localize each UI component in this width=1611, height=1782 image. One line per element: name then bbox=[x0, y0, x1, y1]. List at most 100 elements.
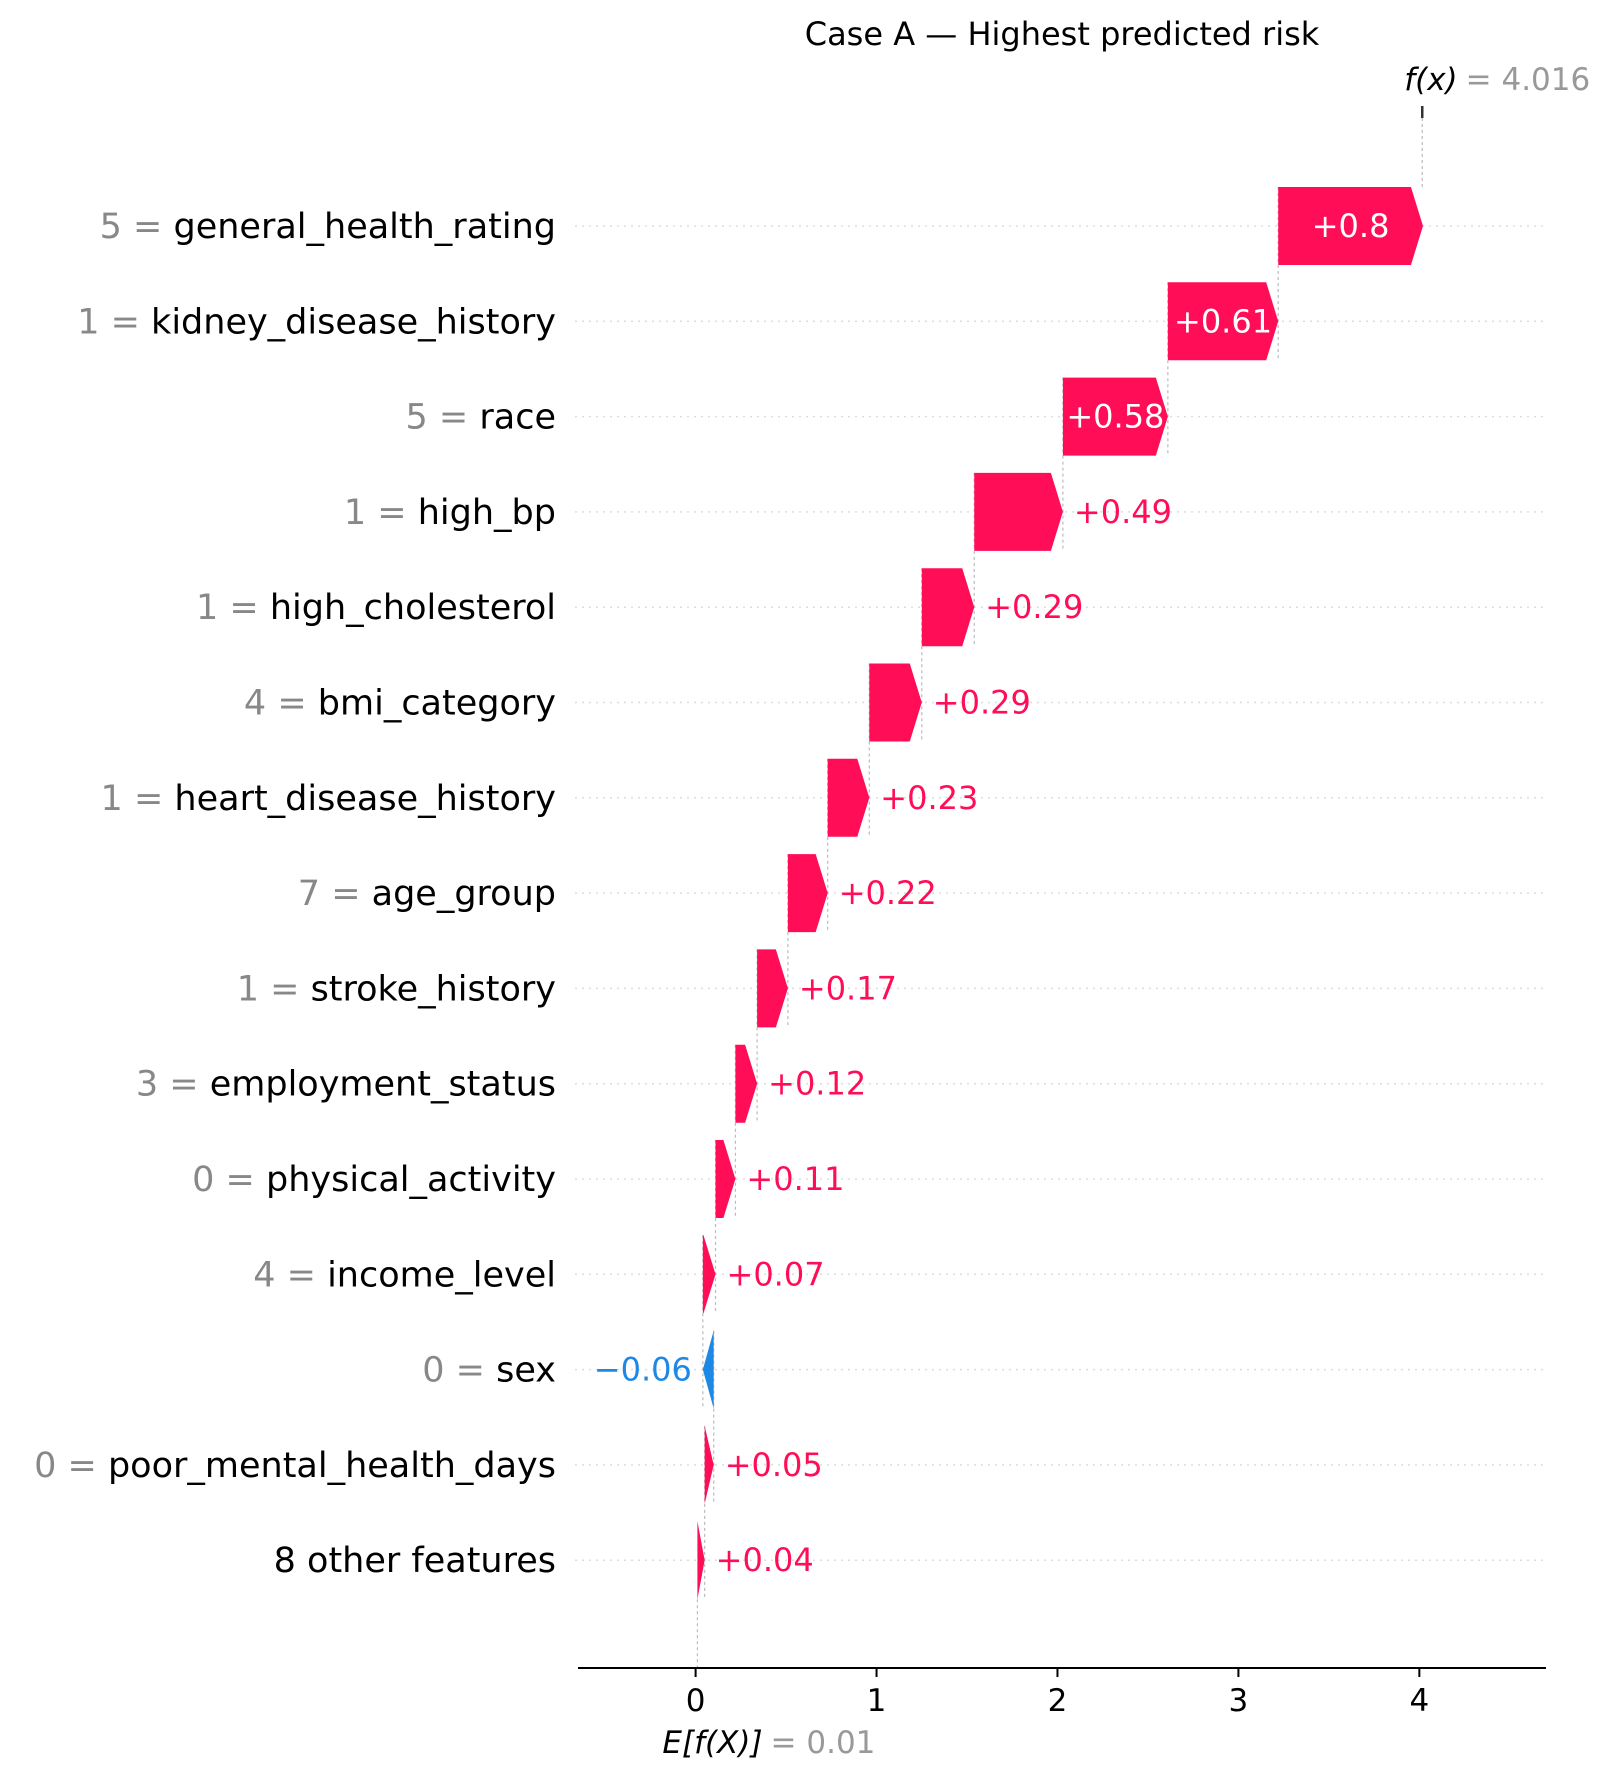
feature-label: 0 = poor_mental_health_days bbox=[34, 1446, 556, 1486]
equals-sign: = bbox=[218, 588, 270, 628]
contribution-bars bbox=[697, 187, 1423, 1600]
bar-label: +0.61 bbox=[1174, 302, 1272, 340]
feature-name: income_level bbox=[327, 1255, 556, 1295]
bar-stroke_history bbox=[757, 949, 788, 1028]
feature-label: 3 = employment_status bbox=[136, 1065, 556, 1105]
feature-value: 4 bbox=[253, 1255, 275, 1295]
feature-label: 1 = heart_disease_history bbox=[101, 779, 556, 819]
equals-sign: = bbox=[366, 493, 418, 533]
value-annotations: E[f(X)] = 0.01 f(x) = 4.016 bbox=[662, 62, 1590, 1761]
bar-high_cholesterol bbox=[921, 568, 975, 647]
bar-label: +0.29 bbox=[933, 684, 1031, 722]
x-tick-label: 4 bbox=[1409, 1683, 1429, 1719]
feature-value: 4 bbox=[244, 684, 266, 724]
feature-name: physical_activity bbox=[266, 1160, 556, 1200]
output-value-number: = 4.016 bbox=[1466, 62, 1591, 98]
bar-income_level bbox=[702, 1235, 716, 1314]
feature-label: 1 = kidney_disease_history bbox=[77, 302, 556, 342]
x-tick-label: 0 bbox=[686, 1683, 706, 1719]
x-tick-label: 2 bbox=[1048, 1683, 1068, 1719]
feature-name: high_cholesterol bbox=[270, 588, 556, 628]
feature-label: 4 = bmi_category bbox=[244, 684, 556, 724]
equals-sign: = bbox=[214, 1160, 266, 1200]
feature-name: 8 other features bbox=[274, 1541, 556, 1581]
equals-sign: = bbox=[56, 1446, 108, 1486]
equals-sign: = bbox=[320, 874, 372, 914]
bar-label: +0.17 bbox=[799, 969, 897, 1007]
bar-label: +0.07 bbox=[727, 1255, 825, 1293]
bar-label: +0.04 bbox=[716, 1541, 814, 1579]
feature-label: 5 = general_health_rating bbox=[100, 207, 556, 247]
feature-name: race bbox=[479, 398, 556, 438]
feature-label: 1 = high_cholesterol bbox=[196, 588, 556, 628]
base-value-annotation: E[f(X)] = 0.01 bbox=[662, 1725, 875, 1761]
bar-poor_mental_health_days bbox=[704, 1425, 714, 1504]
bar-kidney_disease_history bbox=[1167, 282, 1279, 361]
feature-label: 4 = income_level bbox=[253, 1255, 556, 1295]
feature-label: 0 = sex bbox=[422, 1351, 556, 1391]
feature-value: 1 bbox=[101, 779, 123, 819]
x-tick-label: 3 bbox=[1229, 1683, 1249, 1719]
bar-sex bbox=[702, 1330, 714, 1409]
feature-name: bmi_category bbox=[318, 684, 556, 724]
feature-name: stroke_history bbox=[311, 969, 556, 1009]
bar-label: +0.8 bbox=[1312, 207, 1390, 245]
bar-general_health_rating bbox=[1278, 187, 1423, 265]
bar-label: +0.12 bbox=[768, 1065, 866, 1103]
bar-label: +0.29 bbox=[985, 588, 1083, 626]
feature-name: high_bp bbox=[418, 493, 556, 533]
equals-sign: = bbox=[276, 1255, 328, 1295]
feature-name: kidney_disease_history bbox=[151, 302, 556, 342]
bar-physical_activity bbox=[715, 1140, 736, 1218]
feature-value: 1 bbox=[344, 493, 366, 533]
equals-sign: = bbox=[99, 302, 151, 342]
feature-value: 0 bbox=[422, 1351, 444, 1391]
bar-age_group bbox=[787, 854, 828, 933]
feature-label: 8 other features bbox=[274, 1541, 556, 1581]
x-axis: 0 1 2 3 4 bbox=[578, 1667, 1546, 1719]
output-value-label: f(x) bbox=[1404, 62, 1457, 98]
feature-value: 1 bbox=[77, 302, 99, 342]
bar-label: +0.49 bbox=[1074, 493, 1172, 531]
feature-value: 1 bbox=[196, 588, 218, 628]
x-tick-label: 1 bbox=[867, 1683, 887, 1719]
feature-value: 3 bbox=[136, 1065, 158, 1105]
feature-label: 7 = age_group bbox=[298, 874, 556, 914]
feature-label: 1 = high_bp bbox=[344, 493, 556, 533]
bar-bmi_category bbox=[869, 663, 922, 742]
equals-sign: = bbox=[123, 779, 175, 819]
bar-employment_status bbox=[735, 1044, 758, 1123]
bar-8-other-features bbox=[697, 1521, 705, 1600]
base-value-number: = 0.01 bbox=[771, 1725, 876, 1761]
equals-sign: = bbox=[122, 207, 174, 247]
equals-sign: = bbox=[266, 684, 318, 724]
bar-label: +0.05 bbox=[725, 1446, 823, 1484]
equals-sign: = bbox=[259, 969, 311, 1009]
equals-sign: = bbox=[428, 398, 480, 438]
base-value-label: E[f(X)] bbox=[662, 1725, 762, 1761]
chart-title: Case A — Highest predicted risk bbox=[805, 15, 1320, 53]
output-value-annotation: f(x) = 4.016 bbox=[1404, 62, 1590, 98]
feature-value: 5 bbox=[406, 398, 428, 438]
bar-label: +0.22 bbox=[839, 874, 937, 912]
connector-lines bbox=[696, 106, 1424, 1668]
feature-name: poor_mental_health_days bbox=[108, 1446, 556, 1486]
feature-label: 1 = stroke_history bbox=[237, 969, 556, 1009]
contribution-labels: +0.8 +0.61 +0.58 +0.49 +0.29 +0.29 +0.23 +0.22 +… bbox=[594, 207, 1390, 1579]
bar-label: +0.58 bbox=[1066, 398, 1164, 436]
feature-name: sex bbox=[496, 1351, 556, 1391]
equals-sign: = bbox=[445, 1351, 497, 1391]
feature-name: heart_disease_history bbox=[174, 779, 556, 819]
feature-value: 0 bbox=[192, 1160, 214, 1200]
feature-value: 0 bbox=[34, 1446, 56, 1486]
bar-label: +0.11 bbox=[746, 1160, 844, 1198]
feature-name: general_health_rating bbox=[173, 207, 556, 247]
feature-label: 0 = physical_activity bbox=[192, 1160, 556, 1200]
bar-race bbox=[1062, 377, 1168, 456]
feature-value: 5 bbox=[100, 207, 122, 247]
bar-label: −0.06 bbox=[594, 1351, 692, 1389]
feature-value: 7 bbox=[298, 874, 320, 914]
feature-name: employment_status bbox=[210, 1065, 556, 1105]
equals-sign: = bbox=[158, 1065, 210, 1105]
